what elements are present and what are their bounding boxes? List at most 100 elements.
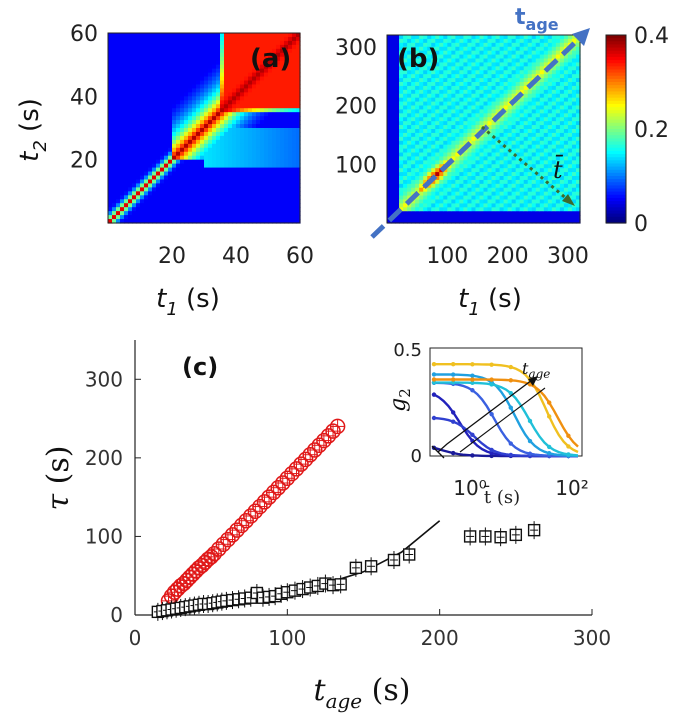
heatmap-b-cell xyxy=(523,172,529,177)
heatmap-a-cell xyxy=(268,187,273,192)
heatmap-a-cell xyxy=(280,112,285,117)
heatmap-a-cell xyxy=(220,143,225,149)
heatmap-a-cell xyxy=(192,179,197,185)
heatmap-b-cell xyxy=(515,54,521,60)
heatmap-b-cell xyxy=(523,46,529,52)
heatmap-a-cell xyxy=(112,40,117,46)
heatmap-a-cell xyxy=(116,72,121,78)
heatmap-a-cell xyxy=(288,33,293,38)
heatmap-a-cell xyxy=(296,163,301,169)
heatmap-b-cell xyxy=(535,164,541,169)
heatmap-b-cell xyxy=(507,121,513,126)
heatmap-b-cell xyxy=(559,183,565,189)
heatmap-a-cell xyxy=(220,131,225,137)
heatmap-b-cell xyxy=(475,121,481,126)
heatmap-a-cell xyxy=(296,104,301,109)
heatmap-a-cell xyxy=(216,167,221,173)
heatmap-a-cell xyxy=(224,187,229,192)
colorbar-segment xyxy=(606,176,626,180)
heatmap-b-cell xyxy=(403,179,408,185)
heatmap-a-cell xyxy=(204,151,209,157)
heatmap-a-cell xyxy=(212,44,217,50)
heatmap-b-cell xyxy=(515,211,521,216)
heatmap-b-cell xyxy=(395,187,400,193)
heatmap-a-cell xyxy=(276,143,281,149)
heatmap-a-cell xyxy=(200,143,205,149)
heatmap-b-cell xyxy=(531,132,537,138)
heatmap-b-cell xyxy=(511,82,517,87)
heatmap-b-cell xyxy=(559,105,565,111)
heatmap-b-cell xyxy=(535,140,541,146)
heatmap-a-cell xyxy=(276,191,281,196)
heatmap-a-cell xyxy=(168,96,173,101)
heatmap-a-cell xyxy=(184,159,189,165)
heatmap-a-cell xyxy=(144,96,149,101)
heatmap-a-cell xyxy=(148,135,153,141)
heatmap-a-cell xyxy=(244,147,249,153)
heatmap-a-cell xyxy=(248,207,253,212)
heatmap-b-cell xyxy=(435,70,440,75)
heatmap-a-cell xyxy=(284,112,289,117)
heatmap-b-cell xyxy=(419,187,424,193)
heatmap-a-cell xyxy=(232,48,237,54)
heatmap-a-cell xyxy=(284,131,289,137)
heatmap-a-cell xyxy=(204,215,209,220)
heatmap-a-cell xyxy=(236,36,241,42)
heatmap-b-cell xyxy=(431,148,436,154)
heatmap-b-cell xyxy=(527,156,533,161)
heatmap-b-cell xyxy=(399,140,404,146)
heatmap-b-cell xyxy=(539,38,545,44)
heatmap-a-cell xyxy=(148,139,153,145)
heatmap-b-cell xyxy=(463,168,469,173)
heatmap-b-cell xyxy=(435,195,440,201)
heatmap-a-cell xyxy=(260,183,265,188)
heatmap-a-cell xyxy=(156,36,161,42)
heatmap-a-cell xyxy=(152,52,157,58)
heatmap-b-cell xyxy=(495,109,501,114)
heatmap-a-cell xyxy=(240,68,245,74)
heatmap-b-cell xyxy=(531,176,537,181)
heatmap-b-cell xyxy=(399,35,404,40)
heatmap-b-cell xyxy=(435,50,440,56)
heatmap-b-cell xyxy=(491,50,497,56)
heatmap-a-cell xyxy=(276,108,281,113)
heatmap-b-cell xyxy=(515,89,521,95)
heatmap-a-cell xyxy=(292,84,297,90)
heatmap-a-cell xyxy=(276,76,281,82)
heatmap-b-cell xyxy=(515,219,521,224)
heatmap-a-cell xyxy=(140,215,145,220)
heatmap-a-cell xyxy=(236,33,241,38)
heatmap-b-cell xyxy=(487,187,493,193)
heatmap-b-cell xyxy=(447,148,452,154)
heatmap-a-cell xyxy=(116,163,121,169)
heatmap-a-cell xyxy=(248,40,253,46)
heatmap-b-cell xyxy=(515,46,521,52)
heatmap-b-cell xyxy=(539,164,545,169)
heatmap-a-cell xyxy=(132,195,137,200)
heatmap-b-cell xyxy=(535,101,541,107)
heatmap-a-cell xyxy=(120,207,125,212)
heatmap-a-cell xyxy=(144,199,149,204)
heatmap-a-cell xyxy=(172,211,177,216)
heatmap-a-cell xyxy=(184,191,189,196)
heatmap-a-cell xyxy=(244,88,249,93)
heatmap-a-cell xyxy=(160,80,165,86)
heatmap-b-cell xyxy=(479,176,485,181)
heatmap-a-cell xyxy=(220,36,225,42)
heatmap-b-cell xyxy=(479,187,485,193)
heatmap-a-cell xyxy=(296,112,301,117)
heatmap-a-cell xyxy=(144,48,149,54)
heatmap-a-cell xyxy=(148,60,153,66)
heatmap-b-cell xyxy=(395,156,400,161)
heatmap-a-cell xyxy=(192,80,197,86)
heatmap-a-cell xyxy=(156,195,161,200)
heatmap-a-cell xyxy=(112,56,117,62)
heatmap-b-cell xyxy=(575,215,581,220)
heatmap-a-cell xyxy=(140,207,145,212)
heatmap-b-cell xyxy=(427,219,432,224)
heatmap-b-cell xyxy=(539,160,545,165)
heatmap-a-cell xyxy=(152,100,157,105)
colorbar-segment xyxy=(606,154,626,158)
heatmap-b-cell xyxy=(463,62,469,67)
heatmap-b-cell xyxy=(523,129,529,134)
